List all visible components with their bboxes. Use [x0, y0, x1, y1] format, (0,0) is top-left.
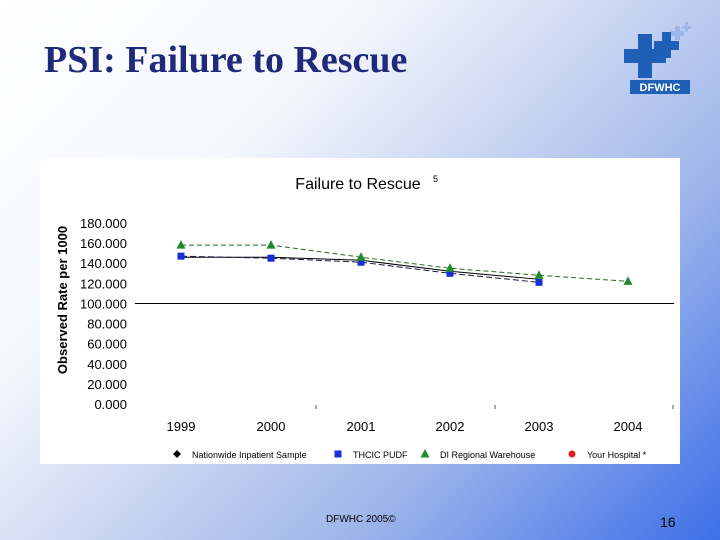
- x-tick-label: 2004: [614, 419, 643, 434]
- data-point: [177, 252, 185, 260]
- legend-label: DI Regional Warehouse: [440, 450, 535, 460]
- dfwhc-logo: DFWHC: [620, 20, 700, 100]
- y-tick-label: 0.000: [94, 397, 127, 412]
- y-tick-label: 100.000: [80, 296, 127, 311]
- medical-cross-logo-icon: DFWHC: [624, 22, 691, 94]
- y-tick-label: 20.000: [87, 377, 127, 392]
- y-tick-label: 140.000: [80, 256, 127, 271]
- y-tick-label: 40.000: [87, 357, 127, 372]
- slide-title: PSI: Failure to Rescue: [44, 39, 408, 81]
- x-tick-label: 2002: [436, 419, 465, 434]
- y-tick-label: 160.000: [80, 236, 127, 251]
- legend-marker: [334, 450, 342, 458]
- legend-marker: [420, 449, 430, 458]
- y-tick-label: 80.000: [87, 317, 127, 332]
- legend-marker: [173, 450, 181, 458]
- legend-label: Your Hospital *: [587, 450, 647, 460]
- legend-label: THCIC PUDF: [353, 450, 408, 460]
- y-tick-label: 120.000: [80, 276, 127, 291]
- y-axis-label: Observed Rate per 1000: [55, 226, 70, 374]
- series-line: [181, 244, 629, 282]
- data-point: [356, 252, 366, 261]
- data-point: [266, 240, 276, 249]
- x-tick-label: 2000: [257, 419, 286, 434]
- chart-panel: Failure to Rescue 5 Observed Rate per 10…: [40, 158, 680, 464]
- failure-to-rescue-chart: Failure to Rescue 5 Observed Rate per 10…: [55, 174, 674, 460]
- data-point: [445, 263, 455, 272]
- data-point: [267, 254, 275, 262]
- page-number: 16: [660, 514, 676, 530]
- legend-label: Nationwide Inpatient Sample: [192, 450, 307, 460]
- data-point: [176, 240, 186, 249]
- data-point: [357, 258, 365, 266]
- x-tick-label: 2003: [525, 419, 554, 434]
- data-point: [446, 269, 454, 277]
- logo-text: DFWHC: [640, 82, 681, 94]
- x-tick-label: 1999: [167, 419, 196, 434]
- data-point: [535, 278, 543, 286]
- chart-title-superscript: 5: [433, 174, 438, 184]
- data-point: [623, 276, 633, 285]
- data-point: [534, 270, 544, 279]
- y-tick-label: 180.000: [80, 216, 127, 231]
- y-tick-label: 60.000: [87, 337, 127, 352]
- x-tick-label: 2001: [347, 419, 376, 434]
- legend-marker: [568, 450, 576, 458]
- chart-title: Failure to Rescue: [295, 176, 420, 193]
- footer-text: DFWHC 2005©: [326, 514, 396, 525]
